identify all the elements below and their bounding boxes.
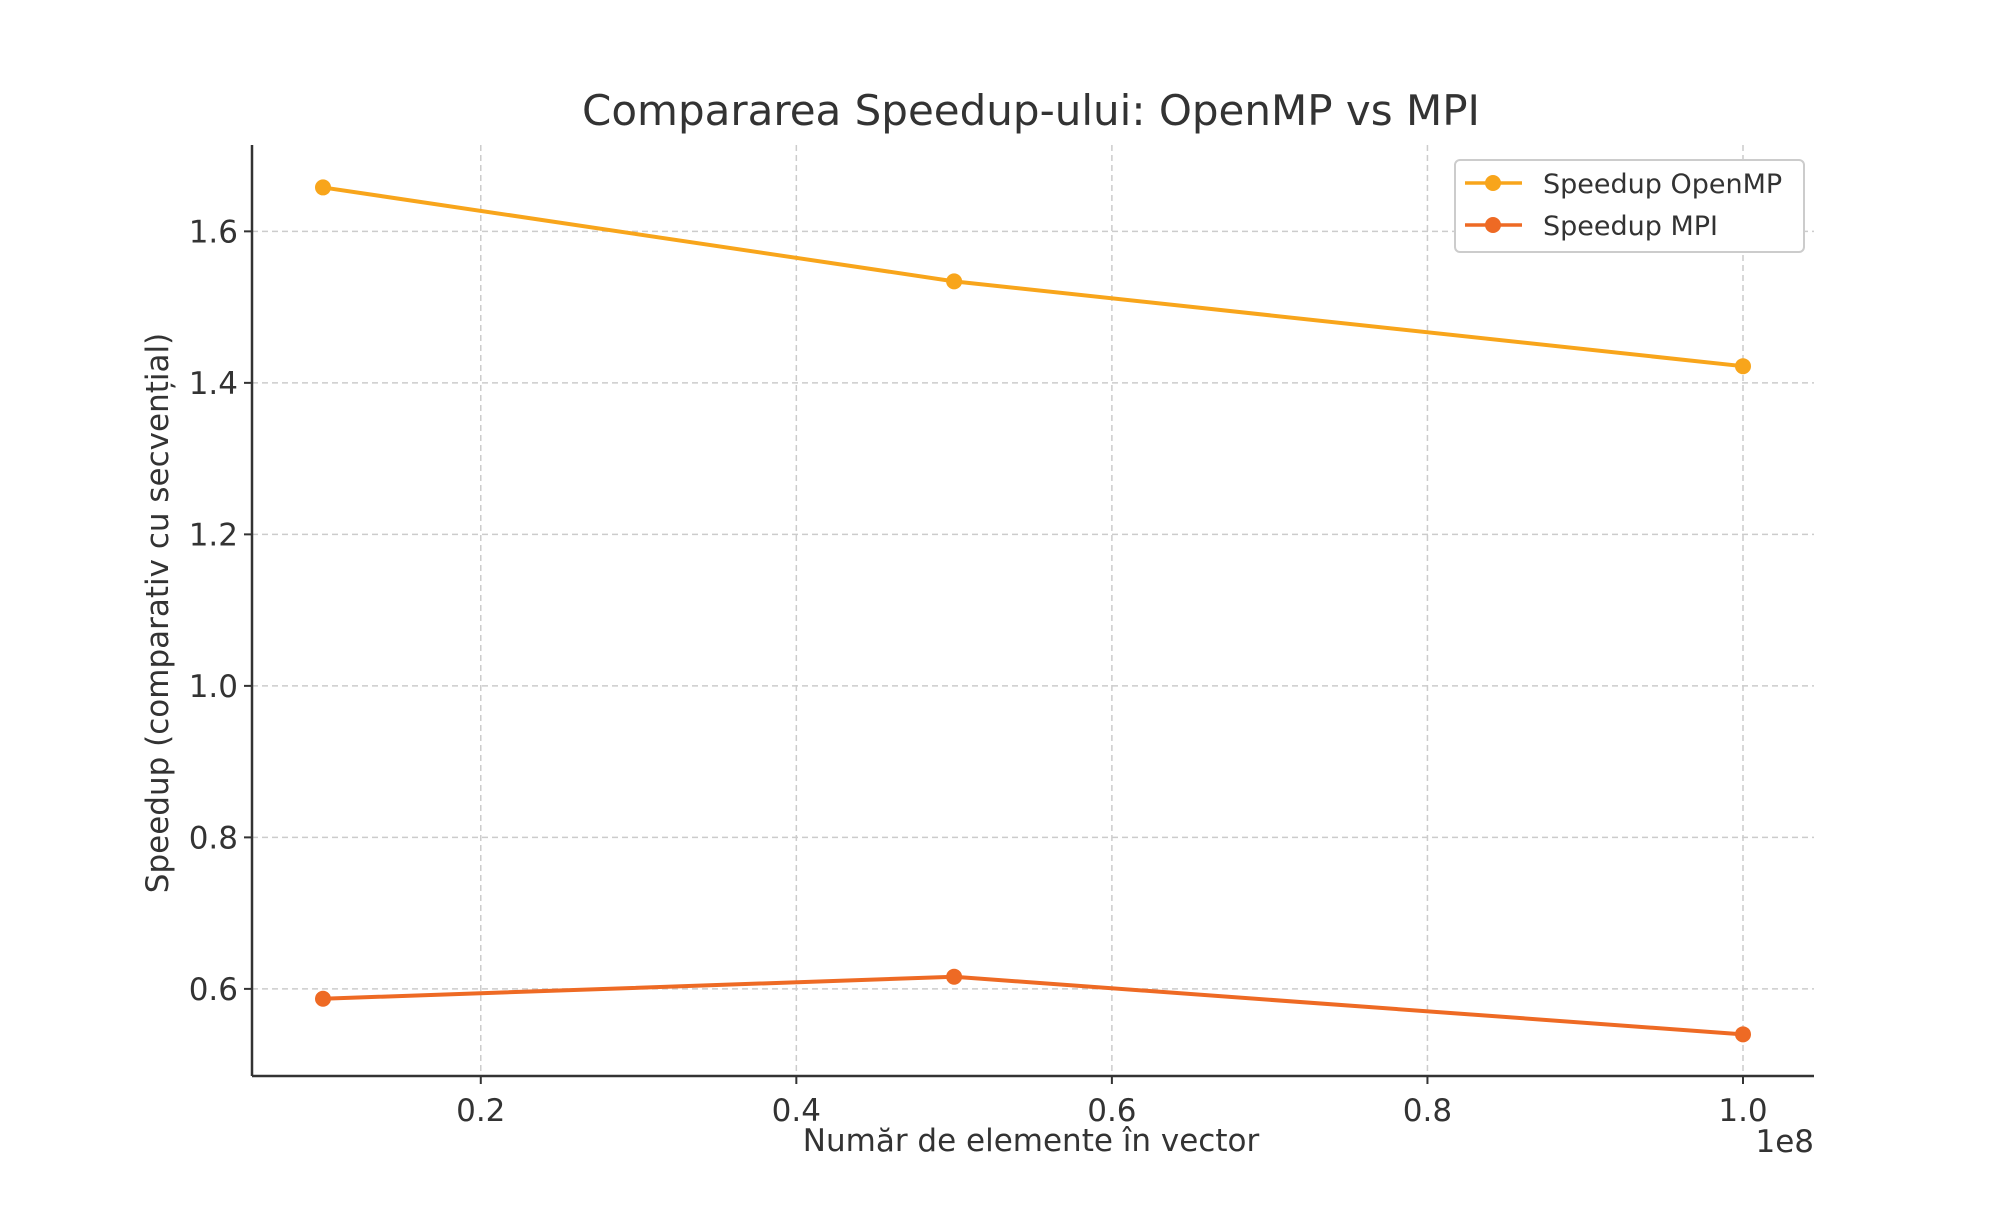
x-axis-title: Număr de elemente în vector — [803, 1123, 1260, 1159]
legend: Speedup OpenMP Speedup MPI — [1454, 159, 1805, 253]
y-tick-label: 0.6 — [189, 972, 238, 1008]
data-point-speedup-openmp — [946, 273, 963, 290]
chart-title: Compararea Speedup-ului: OpenMP vs MPI — [582, 86, 1480, 135]
grid — [252, 145, 1814, 1076]
y-axis-title: Speedup (comparativ cu secvențial) — [140, 333, 176, 893]
series — [315, 179, 1751, 1043]
data-point-speedup-openmp — [315, 179, 331, 196]
x-tick-label: 1.0 — [1718, 1093, 1767, 1129]
data-point-speedup-mpi — [315, 990, 331, 1007]
y-tick-label: 1.6 — [189, 214, 238, 250]
data-point-speedup-mpi — [1735, 1026, 1751, 1043]
axes — [244, 145, 1814, 1084]
legend-frame — [1454, 159, 1805, 253]
x-tick-label: 0.8 — [1403, 1093, 1452, 1129]
legend-marker-openmp — [1485, 175, 1501, 191]
legend-entry-mpi: Speedup MPI — [1465, 211, 1718, 242]
data-point-speedup-openmp — [1735, 358, 1751, 375]
y-tick-label: 1.0 — [189, 669, 238, 705]
y-tick-label: 1.2 — [189, 517, 238, 553]
x-tick-label: 0.2 — [456, 1093, 505, 1129]
legend-marker-mpi — [1485, 217, 1501, 233]
x-tick-label: 0.6 — [1087, 1093, 1136, 1129]
legend-entry-openmp: Speedup OpenMP — [1465, 169, 1782, 200]
x-axis-offset-text: 1e8 — [1755, 1124, 1814, 1160]
series-line-speedup-mpi — [322, 974, 1744, 1037]
legend-label-openmp: Speedup OpenMP — [1543, 169, 1782, 200]
legend-label-mpi: Speedup MPI — [1543, 211, 1718, 242]
tick-labels: 0.2 0.4 0.6 0.8 1.0 0.6 0.8 1.0 1.2 1.4 1.6 — [189, 214, 1768, 1129]
data-point-speedup-mpi — [946, 968, 963, 985]
y-tick-label: 0.8 — [189, 820, 238, 856]
y-tick-label: 1.4 — [189, 366, 238, 402]
x-tick-label: 0.4 — [772, 1093, 821, 1129]
